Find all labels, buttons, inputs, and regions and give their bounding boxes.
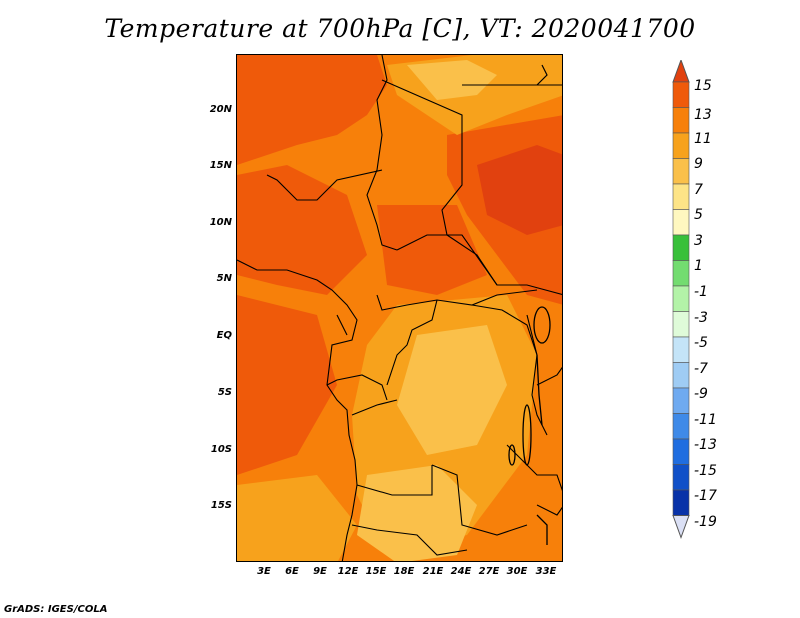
lat-label-10n: 10N xyxy=(209,217,232,228)
colorbar-label-3: 3 xyxy=(694,233,703,249)
colorbar-swatch-7 xyxy=(672,260,690,287)
colorbar-label-13: 13 xyxy=(694,107,712,123)
colorbar-label-neg7: -7 xyxy=(694,361,708,377)
temperature-map xyxy=(236,54,563,562)
colorbar-swatch-10 xyxy=(672,336,690,363)
country-borders xyxy=(237,55,562,561)
colorbar-label-neg3: -3 xyxy=(694,310,708,326)
coast-ne xyxy=(536,64,548,86)
colorbar-swatch-12 xyxy=(672,387,690,414)
colorbar-swatch-0 xyxy=(672,81,690,108)
lat-label-5s: 5S xyxy=(217,387,232,398)
lon-label-15e: 15E xyxy=(365,566,387,577)
field-warm-nw xyxy=(237,55,387,165)
field-warm-c xyxy=(377,205,487,295)
colorbar-swatch-3 xyxy=(672,158,690,185)
lon-label-21e: 21E xyxy=(422,566,444,577)
colorbar-swatch-4 xyxy=(672,183,690,210)
lon-label-12e: 12E xyxy=(337,566,359,577)
colorbar-label-neg17: -17 xyxy=(694,488,717,504)
colorbar-label-7: 7 xyxy=(694,182,703,198)
field-hot-ne xyxy=(477,145,562,235)
colorbar-swatch-9 xyxy=(672,311,690,338)
colorbar-label-9: 9 xyxy=(694,156,703,172)
field-warm-w xyxy=(237,165,367,295)
lat-label-20n: 20N xyxy=(209,104,232,115)
field-warm-sw xyxy=(237,295,337,475)
lon-label-30e: 30E xyxy=(506,566,528,577)
colorbar-label-neg13: -13 xyxy=(694,437,717,453)
lon-label-18e: 18E xyxy=(393,566,415,577)
page-title: Temperature at 700hPa [C], VT: 202004170… xyxy=(104,14,696,43)
colorbar-swatch-16 xyxy=(672,489,690,516)
colorbar xyxy=(672,60,690,539)
lat-label-15n: 15N xyxy=(209,160,232,171)
lat-label-5n: 5N xyxy=(216,273,232,284)
footer-credit: GrADS: IGES/COLA xyxy=(4,604,108,615)
colorbar-label-15: 15 xyxy=(694,78,712,94)
lat-label-eq: EQ xyxy=(216,330,232,341)
colorbar-label-neg9: -9 xyxy=(694,386,708,402)
colorbar-label-neg15: -15 xyxy=(694,463,717,479)
lon-label-3e: 3E xyxy=(257,566,271,577)
colorbar-label-11: 11 xyxy=(694,131,712,147)
colorbar-swatch-6 xyxy=(672,234,690,261)
colorbar-swatch-8 xyxy=(672,285,690,312)
colorbar-swatch-2 xyxy=(672,132,690,159)
field-cool-sw xyxy=(237,475,357,561)
lon-label-24e: 24E xyxy=(450,566,472,577)
colorbar-label-neg5: -5 xyxy=(694,335,708,351)
lon-label-33e: 33E xyxy=(535,566,557,577)
colorbar-top-arrow xyxy=(672,60,690,83)
lat-label-15s: 15S xyxy=(210,500,232,511)
colorbar-bottom-arrow xyxy=(672,515,690,539)
lat-label-10s: 10S xyxy=(210,444,232,455)
colorbar-swatch-5 xyxy=(672,209,690,236)
map-plot xyxy=(237,55,562,561)
colorbar-swatch-14 xyxy=(672,438,690,465)
lon-label-27e: 27E xyxy=(478,566,500,577)
colorbar-label-1: 1 xyxy=(694,258,703,274)
field-mild-n xyxy=(407,60,497,100)
lon-label-9e: 9E xyxy=(313,566,327,577)
colorbar-swatch-15 xyxy=(672,464,690,491)
lakes xyxy=(508,306,551,545)
field-mild-c xyxy=(397,325,507,455)
field-mild-s xyxy=(357,465,477,561)
lon-label-6e: 6E xyxy=(285,566,299,577)
colorbar-label-5: 5 xyxy=(694,207,703,223)
colorbar-swatch-1 xyxy=(672,107,690,134)
colorbar-label-neg11: -11 xyxy=(694,412,717,428)
colorbar-label-neg19: -19 xyxy=(694,514,717,530)
colorbar-label-neg1: -1 xyxy=(694,284,708,300)
colorbar-swatch-13 xyxy=(672,413,690,440)
colorbar-swatch-11 xyxy=(672,362,690,389)
